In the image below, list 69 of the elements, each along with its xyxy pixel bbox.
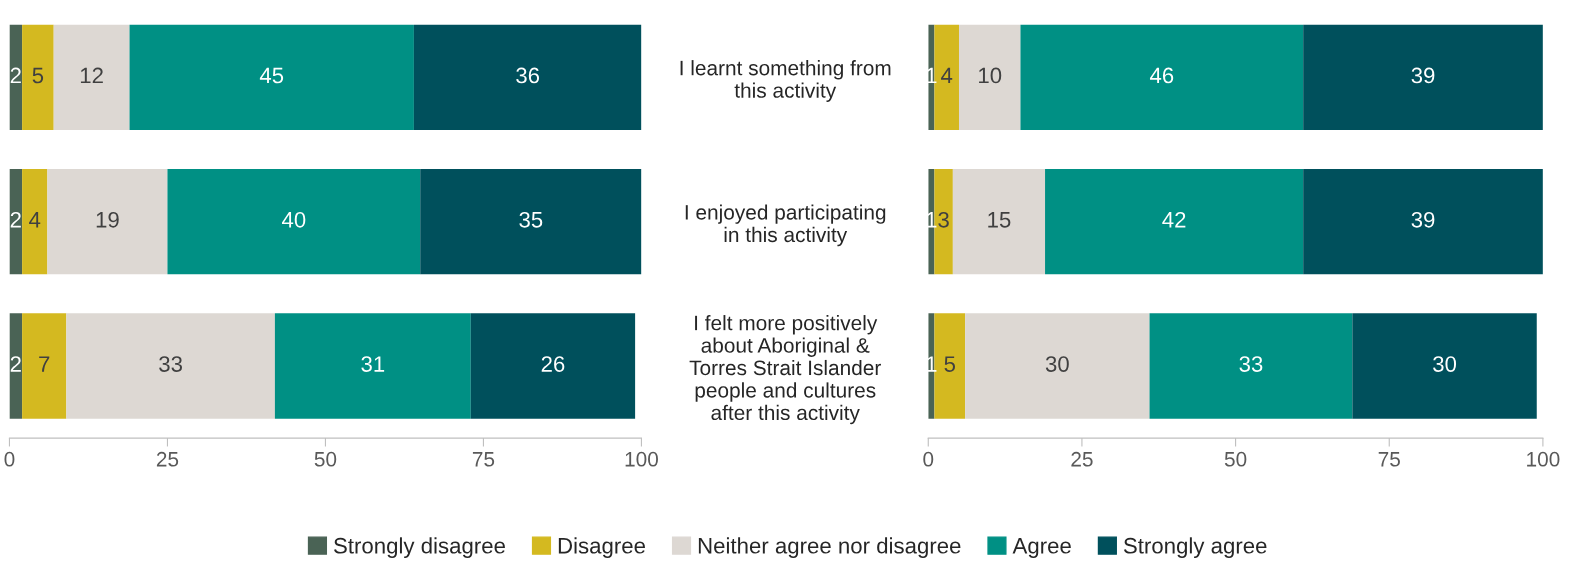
data-label: 33 (159, 356, 182, 372)
bar (53, 24, 130, 131)
bar (420, 168, 642, 275)
bar (47, 168, 168, 275)
x-tick-label: 100 (1527, 451, 1560, 467)
data-label: 4 (29, 212, 41, 228)
bar (1352, 313, 1537, 419)
bar (965, 313, 1150, 419)
data-label: 5 (32, 67, 44, 84)
data-label: 31 (361, 356, 385, 372)
x-tick-label: 100 (625, 451, 658, 467)
bar (959, 24, 1021, 131)
bar (1020, 24, 1304, 131)
data-label: 40 (282, 211, 306, 228)
bar (1045, 168, 1304, 275)
data-label: 5 (944, 356, 956, 372)
data-label: 45 (259, 67, 284, 84)
legend-label: Neither agree nor disagree (698, 537, 961, 558)
data-label: 10 (979, 67, 1002, 84)
x-tick-label: 25 (156, 451, 179, 467)
y-tick-label: I learnt something from this activity (680, 60, 891, 102)
x-tick-label: 25 (1071, 451, 1093, 467)
legend-label: Strongly disagree (334, 537, 505, 558)
data-label: 30 (1433, 356, 1457, 372)
x-tick-label: 75 (1378, 452, 1400, 467)
bar (1303, 168, 1543, 275)
bar (470, 313, 636, 419)
data-label: 33 (1239, 356, 1263, 372)
data-label: 46 (1149, 67, 1174, 84)
bar (22, 24, 54, 131)
x-tick-label: 75 (472, 452, 495, 467)
bar (22, 313, 67, 419)
data-label: 2 (10, 356, 21, 372)
legend-label: Agree (1012, 538, 1071, 558)
data-label: 26 (541, 356, 565, 372)
x-tick-label: 0 (923, 451, 934, 467)
x-tick-label: 50 (1224, 451, 1247, 467)
bar (952, 168, 1046, 275)
data-label: 4 (941, 67, 953, 84)
data-label: 3 (938, 211, 949, 228)
data-label: 39 (1411, 67, 1435, 84)
data-label: 30 (1045, 356, 1069, 372)
bar (129, 24, 414, 131)
data-label: 2 (10, 67, 21, 84)
bar (413, 24, 642, 131)
bar (9, 24, 23, 131)
data-label: 15 (988, 212, 1011, 228)
bar (9, 168, 23, 275)
data-label: 2 (10, 211, 21, 228)
bar (1149, 313, 1353, 419)
data-label: 7 (39, 356, 50, 372)
data-label: 36 (516, 67, 540, 84)
data-label: 19 (96, 211, 119, 228)
y-tick-label: I felt more positively about Aboriginal & Torres Strait Islander people and cultures after this activity (689, 315, 881, 425)
legend-label: Strongly agree (1123, 537, 1267, 558)
bar (1303, 24, 1543, 131)
legend-label: Disagree (558, 537, 645, 558)
bar (22, 168, 48, 275)
bar (66, 313, 275, 419)
data-label: 39 (1411, 211, 1435, 228)
y-tick-label: I enjoyed participating in this activity (685, 204, 886, 247)
x-tick-label: 0 (4, 451, 15, 467)
data-label: 12 (80, 67, 103, 84)
x-tick-label: 50 (314, 451, 337, 467)
data-label: 42 (1162, 211, 1186, 228)
data-label: 35 (519, 211, 543, 228)
bar (9, 313, 23, 419)
bar (274, 313, 471, 419)
bar (167, 168, 421, 275)
